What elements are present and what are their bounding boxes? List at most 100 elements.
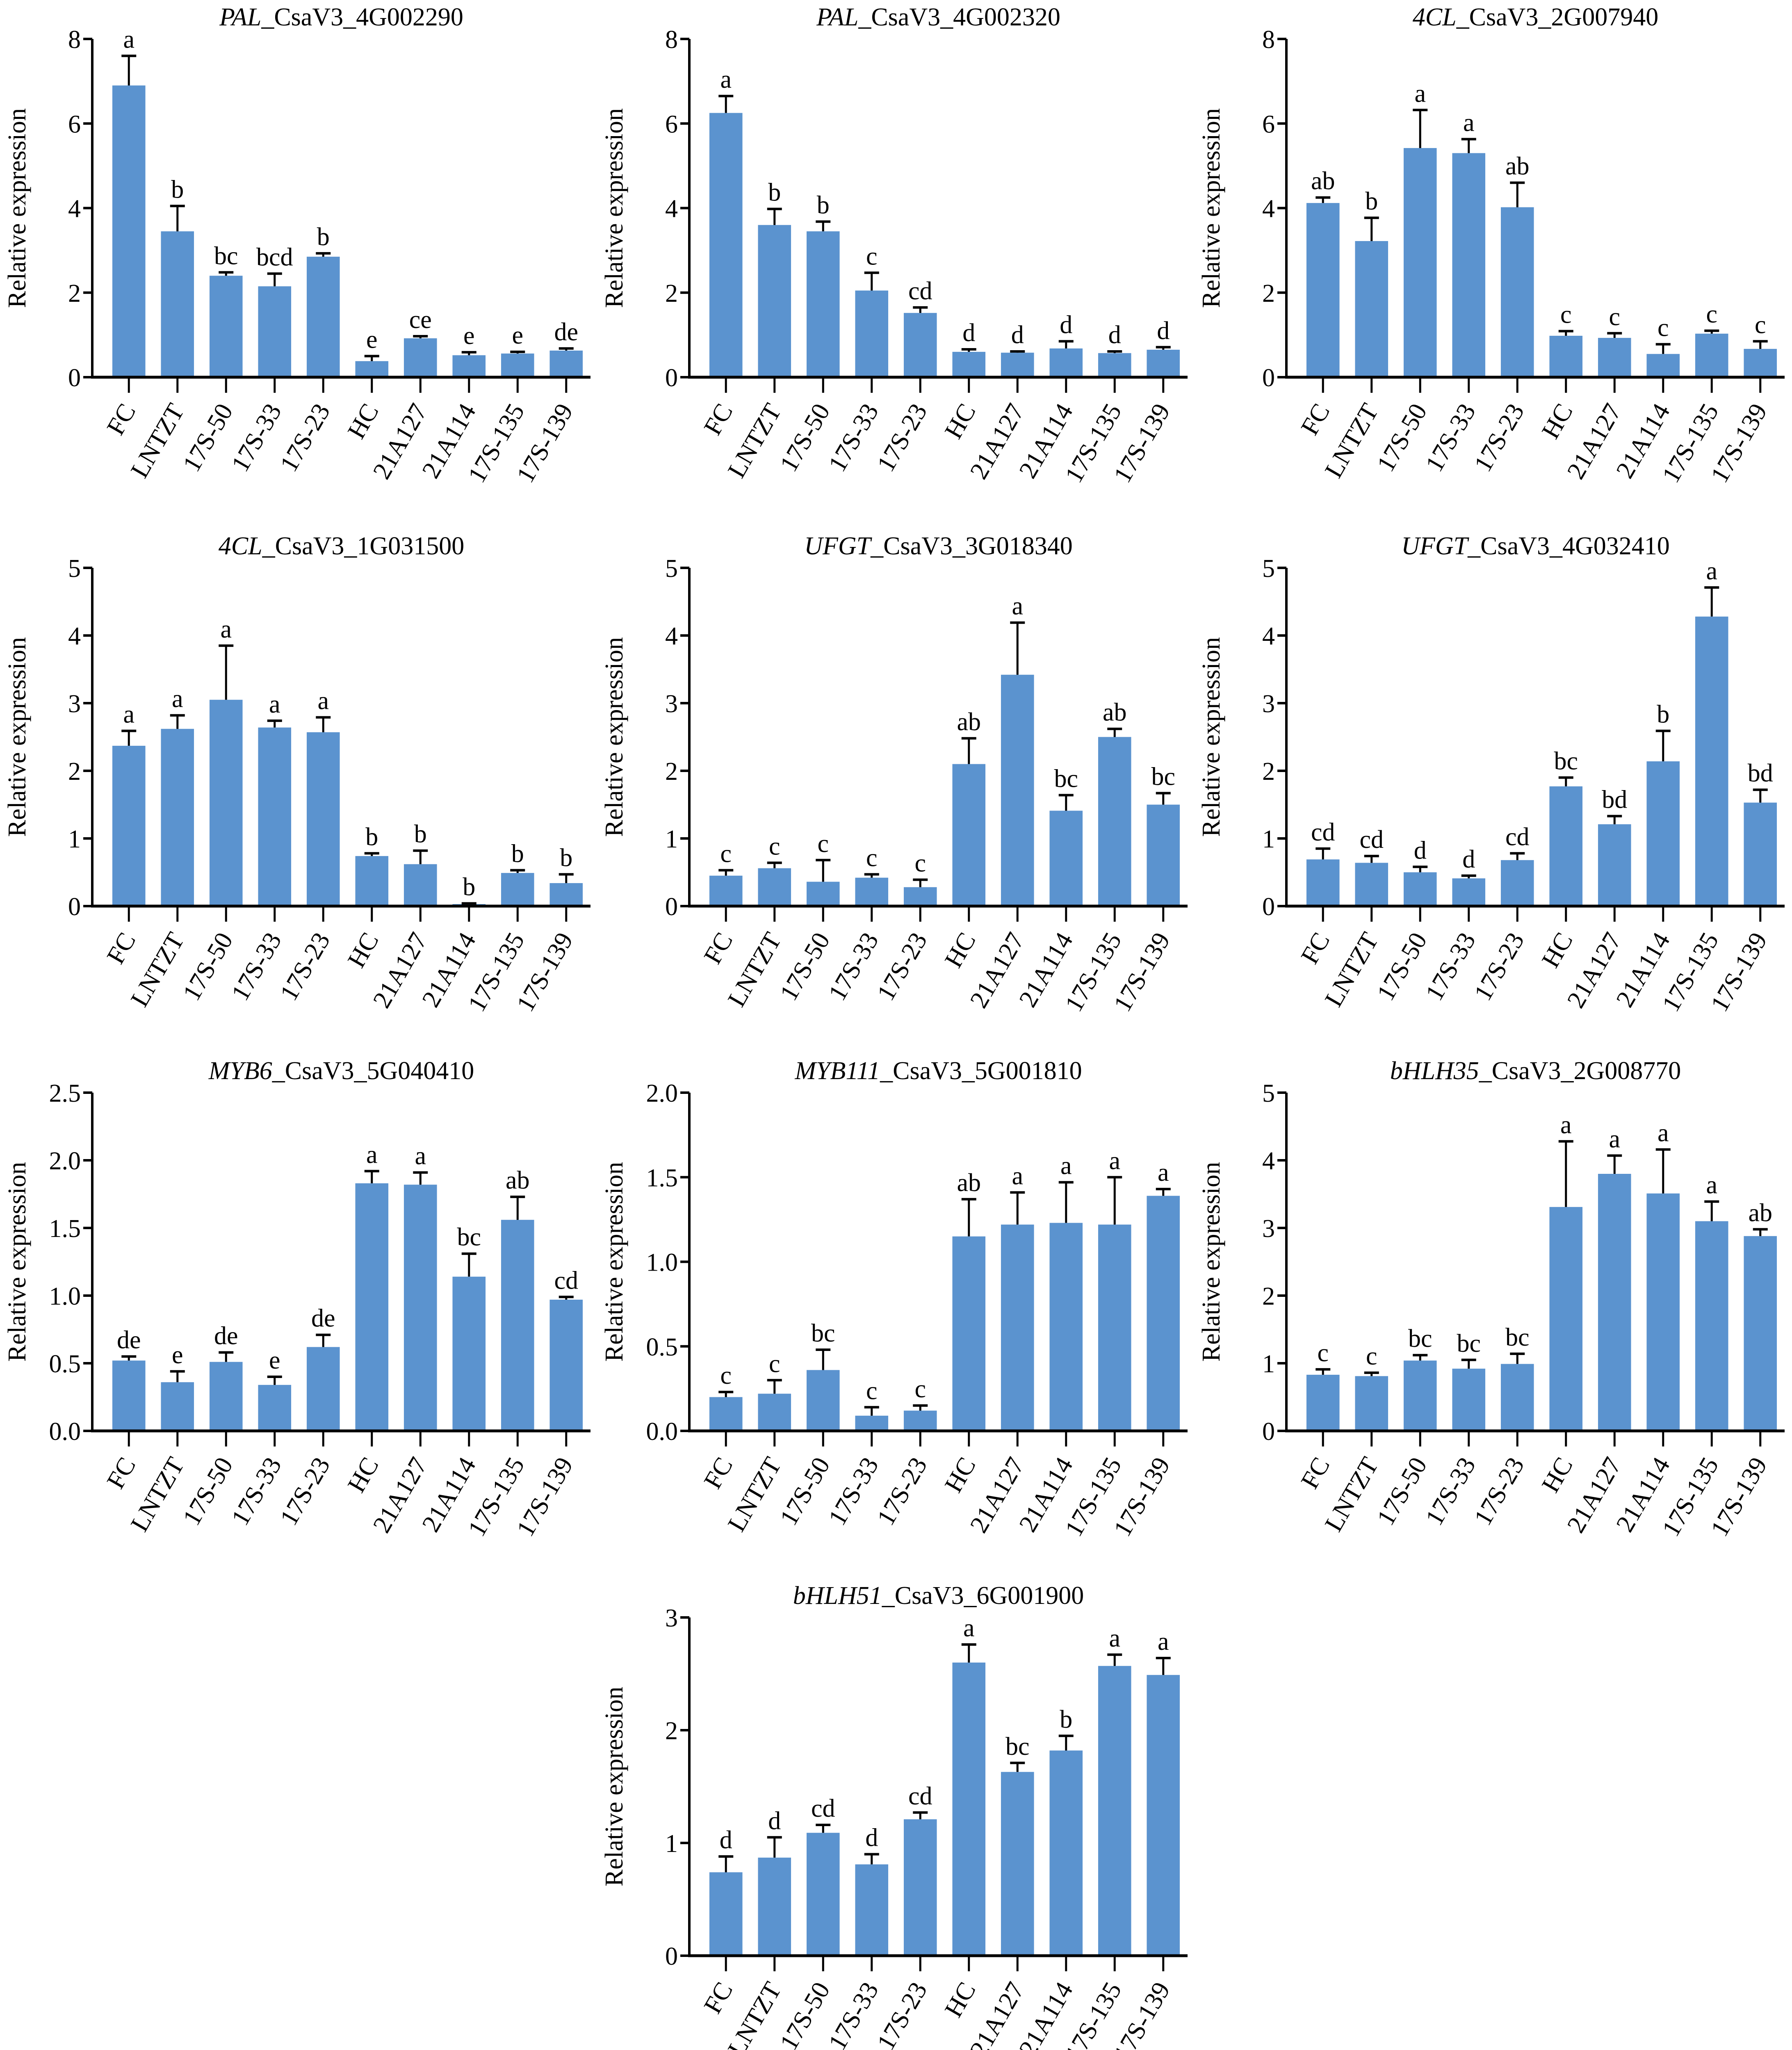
bar — [1549, 335, 1583, 377]
bar — [452, 1276, 486, 1431]
significance-letter: de — [117, 1326, 141, 1354]
y-tick-label: 0 — [1262, 364, 1275, 392]
bar — [1049, 1750, 1083, 1956]
significance-letter: c — [1706, 301, 1717, 328]
y-tick-label: 8 — [665, 26, 678, 54]
y-tick-label: 4 — [665, 195, 678, 223]
x-tick-label: FC — [699, 1977, 739, 2018]
significance-letter: a — [1706, 1171, 1717, 1199]
significance-letter: bc — [1005, 1733, 1030, 1761]
bar — [306, 257, 340, 377]
y-tick-label: 3 — [68, 690, 81, 718]
bar — [758, 868, 791, 906]
bar — [209, 276, 243, 377]
significance-letter: c — [866, 844, 878, 872]
significance-letter: bcd — [256, 243, 293, 271]
bar — [758, 1857, 791, 1956]
bar — [1001, 1224, 1034, 1431]
bar — [1098, 353, 1131, 377]
chart-panel: PAL_CsaV3_4G002290 Relative expression 0 2 4… — [0, 0, 597, 520]
x-tick-label: 17S-50 — [775, 1453, 835, 1530]
y-tick-label: 8 — [68, 26, 81, 54]
bar — [709, 1872, 743, 1956]
significance-letter: bc — [1054, 765, 1078, 793]
chart-title-gene: 4CL — [1413, 3, 1457, 31]
significance-letter: a — [1060, 1152, 1072, 1180]
bar — [258, 286, 292, 377]
significance-letter: de — [214, 1322, 238, 1350]
bar — [1598, 824, 1631, 906]
significance-letter: b — [1657, 701, 1669, 729]
y-axis-title: Relative expression — [600, 108, 628, 308]
bar — [1744, 802, 1777, 906]
significance-letter: a — [1414, 80, 1426, 107]
bar — [209, 1362, 243, 1431]
significance-letter: c — [866, 242, 878, 270]
bar — [952, 764, 986, 906]
bar — [112, 745, 146, 906]
significance-letter: bc — [1151, 763, 1175, 790]
chart-title-gene: bHLH51 — [793, 1582, 882, 1610]
bar — [549, 1299, 583, 1431]
x-tick-label: FC — [102, 1453, 141, 1494]
y-tick-label: 3 — [665, 1604, 678, 1632]
y-tick-label: 4 — [68, 195, 81, 223]
chart-panel: MYB111_CsaV3_5G001810 Relative expression… — [597, 1054, 1194, 1574]
bar-chart: UFGT_CsaV3_4G032410 Relative expression 0 1… — [1197, 532, 1785, 1016]
x-tick-label: 17S-23 — [275, 399, 335, 476]
bar — [1452, 1369, 1486, 1431]
bar — [1049, 348, 1083, 377]
chart-title-id: _CsaV3_5G040410 — [272, 1057, 474, 1085]
x-tick-label: HC — [939, 1977, 981, 2022]
bar — [1001, 353, 1034, 377]
y-axis-title: Relative expression — [1197, 1162, 1225, 1362]
y-tick-label: 0 — [1262, 893, 1275, 921]
y-axis-title: Relative expression — [3, 637, 31, 837]
bar — [306, 732, 340, 906]
bar — [1744, 348, 1777, 377]
significance-letter: ab — [1505, 153, 1530, 180]
y-tick-label: 2 — [1262, 280, 1275, 308]
significance-letter: c — [817, 830, 829, 858]
significance-letter: cd — [554, 1266, 578, 1294]
bar — [1500, 1364, 1534, 1431]
significance-letter: c — [1657, 314, 1669, 342]
significance-letter: a — [963, 1614, 975, 1642]
bar — [1695, 616, 1728, 906]
significance-letter: cd — [811, 1795, 835, 1822]
chart-title-gene: bHLH35 — [1390, 1057, 1479, 1085]
x-tick-label: 17S-23 — [275, 928, 335, 1005]
significance-letter: e — [463, 322, 475, 350]
x-tick-label: HC — [342, 928, 384, 973]
y-tick-label: 5 — [665, 555, 678, 583]
bar — [1001, 674, 1034, 906]
chart-title-gene: PAL — [219, 3, 261, 31]
y-tick-label: 2 — [665, 280, 678, 308]
bar — [806, 231, 840, 377]
y-tick-label: 1 — [665, 1830, 678, 1858]
bar — [952, 1663, 986, 1956]
bar — [855, 1415, 889, 1431]
significance-letter: c — [720, 840, 732, 868]
significance-letter: b — [414, 820, 427, 848]
y-tick-label: 4 — [68, 622, 81, 650]
significance-letter: a — [1706, 557, 1717, 585]
significance-letter: ab — [506, 1166, 530, 1194]
bar — [1098, 1224, 1131, 1431]
chart-title-id: _CsaV3_4G002320 — [858, 3, 1060, 31]
bar — [1549, 786, 1583, 906]
significance-letter: a — [1158, 1159, 1169, 1187]
bar — [903, 1410, 937, 1431]
y-axis-title: Relative expression — [3, 108, 31, 308]
y-tick-label: 1 — [1262, 1350, 1275, 1378]
bar — [1098, 1666, 1131, 1956]
bar — [1147, 804, 1180, 906]
significance-letter: e — [512, 321, 523, 349]
significance-letter: cd — [908, 1782, 932, 1810]
bar — [903, 887, 937, 906]
bar — [1049, 1223, 1083, 1431]
significance-letter: c — [866, 1377, 878, 1405]
significance-letter: a — [123, 701, 135, 729]
bar — [1147, 1196, 1180, 1431]
